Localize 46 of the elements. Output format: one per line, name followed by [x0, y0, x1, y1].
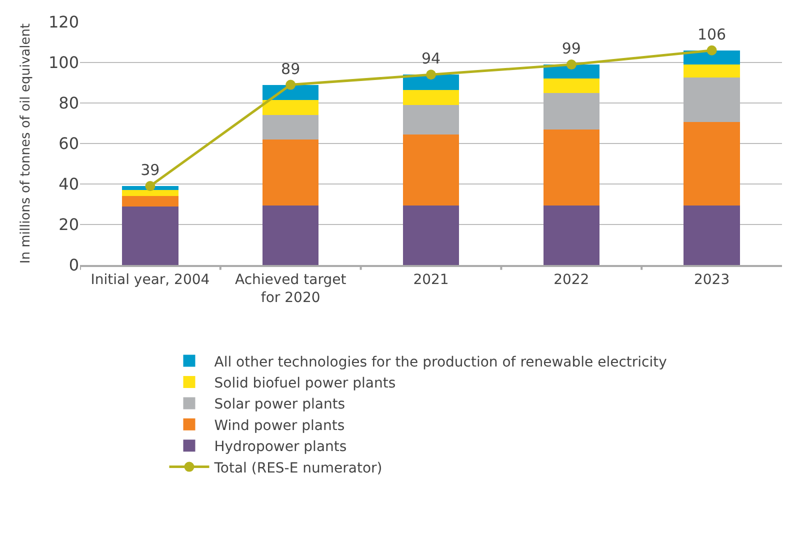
- legend-label: Solar power plants: [214, 396, 346, 413]
- data-label: 89: [281, 60, 300, 78]
- bar: [122, 206, 178, 265]
- x-tick-label: 2021: [413, 272, 449, 288]
- y-tick-label: 80: [58, 94, 79, 113]
- bar: [262, 205, 319, 265]
- y-tick-label: 120: [48, 12, 79, 32]
- bar: [262, 100, 319, 116]
- y-tick-label: 100: [48, 53, 79, 72]
- data-label: 39: [140, 161, 160, 180]
- x-tick-label: Achieved target for 2020: [234, 272, 347, 306]
- bar: [684, 122, 740, 206]
- bar: [262, 139, 319, 206]
- bar: [543, 129, 600, 206]
- point: [145, 181, 156, 192]
- bar: [122, 190, 178, 196]
- bar: [262, 115, 319, 140]
- point: [706, 45, 717, 56]
- bar: [543, 205, 600, 265]
- legend-label: Hydropower plants: [214, 439, 347, 456]
- bar: [543, 78, 600, 93]
- bar: [402, 105, 460, 134]
- data-label: 94: [421, 50, 441, 68]
- y-tick-label: 0: [68, 256, 79, 275]
- x-tick-label: 2023: [694, 272, 730, 288]
- y-tick-label: 20: [58, 215, 79, 234]
- y-tick-label: 60: [58, 134, 79, 154]
- x-tick-label: Initial year, 2004: [90, 272, 210, 288]
- y-axis-title: In millions of tonnes of oil equivalent: [18, 23, 34, 264]
- bar: [402, 90, 460, 106]
- legend-label: Wind power plants: [214, 418, 345, 434]
- point: [286, 80, 296, 90]
- legend-label: Total (RES-E numerator): [213, 460, 382, 476]
- bar: [684, 64, 740, 78]
- bar: [684, 205, 740, 265]
- legend-label: Solid biofuel power plants: [214, 375, 396, 392]
- bar: [402, 134, 460, 206]
- legend-label: All other technologies for the production of renewable electricity: [214, 354, 667, 370]
- x-tick-label: 2022: [554, 272, 590, 288]
- point: [426, 70, 436, 80]
- point: [566, 60, 576, 70]
- data-label: 99: [562, 40, 581, 58]
- bar: [402, 205, 460, 265]
- data-label: 106: [697, 25, 726, 44]
- bar: [122, 196, 178, 206]
- y-tick-label: 40: [58, 174, 79, 194]
